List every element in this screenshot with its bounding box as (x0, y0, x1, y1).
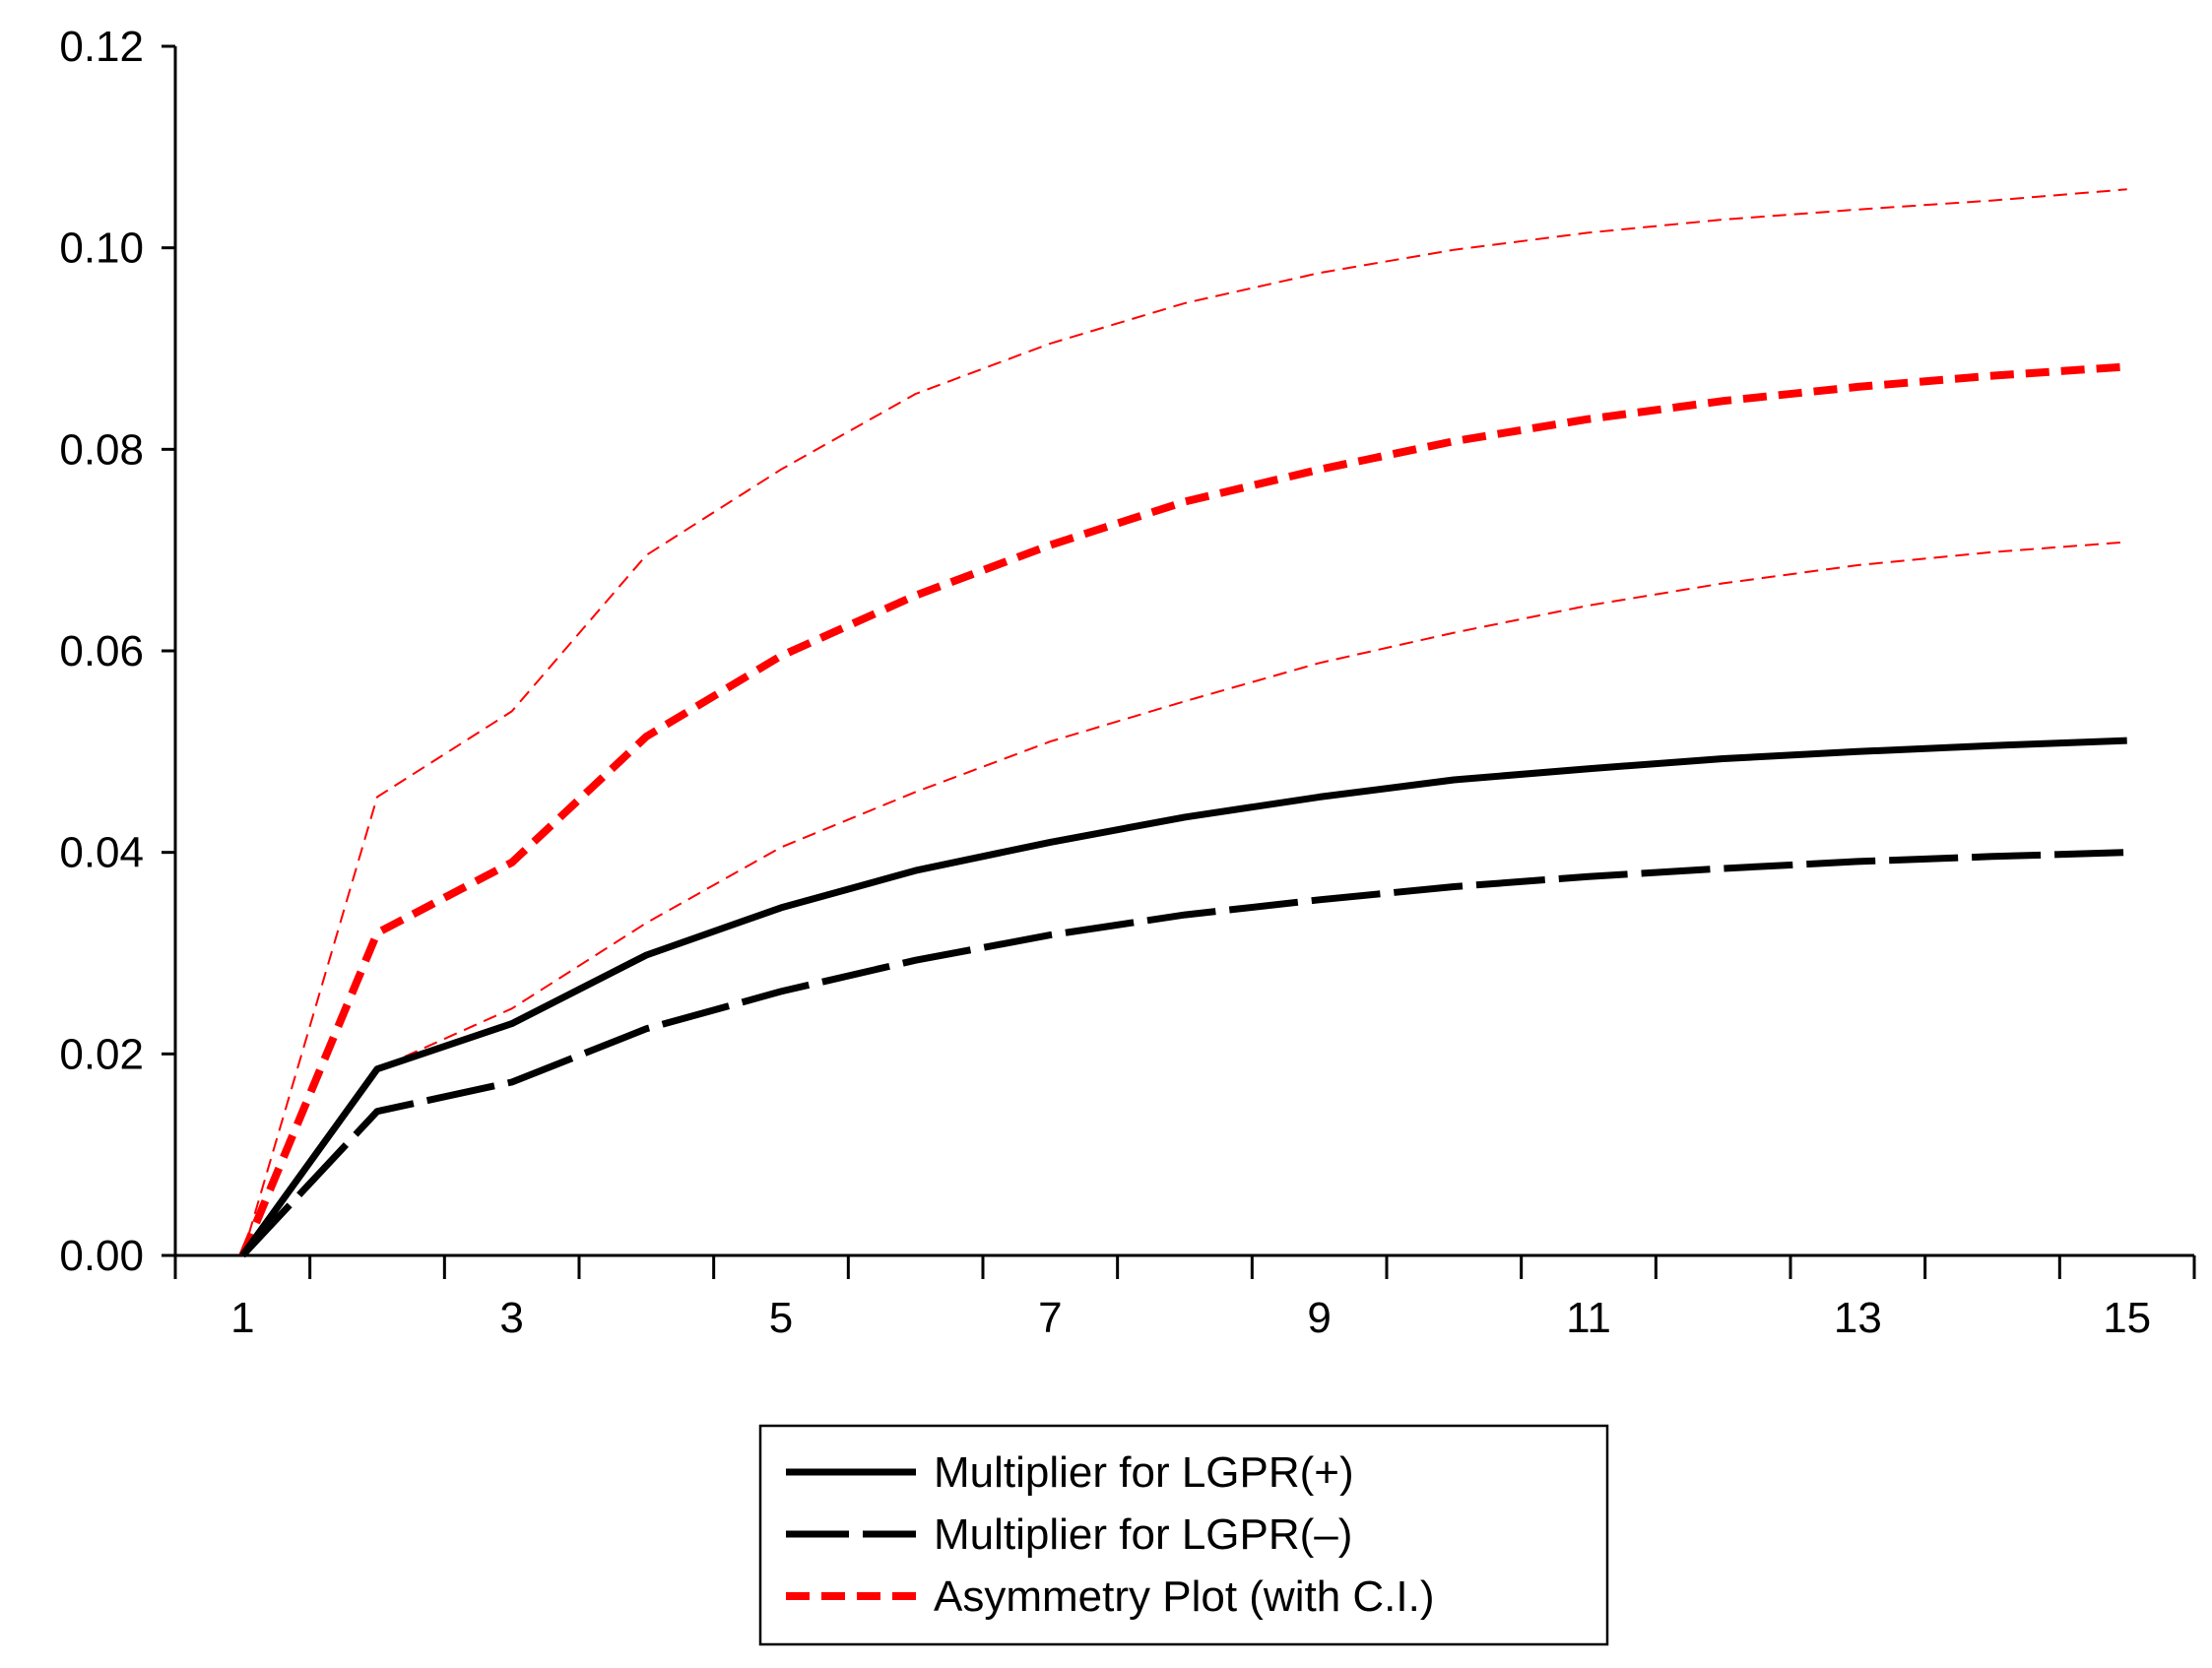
x-tick-label: 3 (499, 1294, 523, 1342)
legend-item-negative: Multiplier for LGPR(–) (786, 1510, 1352, 1559)
legend: Multiplier for LGPR(+) Multiplier for LG… (758, 1424, 1609, 1646)
y-tick-label: 0.10 (59, 225, 144, 273)
series-line-positive (239, 737, 2127, 1258)
x-tick-label: 15 (2103, 1294, 2151, 1342)
series-line-ci_upper (241, 188, 2127, 1256)
x-tick-label: 9 (1307, 1294, 1331, 1342)
legend-label: Asymmetry Plot (with C.I.) (934, 1572, 1435, 1621)
x-tick-label: 5 (769, 1294, 793, 1342)
series-line-ci_lower (241, 541, 2127, 1256)
x-axis-ticks: 1 3 5 7 9 11 13 15 (173, 1255, 2196, 1342)
series-layer (238, 188, 2127, 1258)
x-tick-label: 11 (1566, 1294, 1611, 1342)
series-line-negative (239, 849, 2127, 1258)
y-tick-label: 0.00 (59, 1232, 144, 1280)
legend-label: Multiplier for LGPR(+) (934, 1448, 1354, 1497)
y-tick-label: 0.08 (59, 425, 144, 474)
x-tick-label: 1 (230, 1294, 254, 1342)
plot-area: 0.000.020.040.060.080.100.12 1 3 5 7 9 11 13 15 (59, 23, 2196, 1342)
y-axis-ticks: 0.00 0.02 0.04 0.06 0.08 0.10 0.12 (59, 23, 175, 1280)
x-tick-label: 13 (1834, 1294, 1882, 1342)
y-tick-label: 0.02 (59, 1030, 144, 1078)
legend-label: Multiplier for LGPR(–) (934, 1510, 1352, 1559)
series-line-asymmetry (238, 362, 2127, 1257)
y-tick-label: 0.12 (59, 23, 144, 71)
legend-item-asymmetry: Asymmetry Plot (with C.I.) (786, 1572, 1435, 1621)
y-tick-label: 0.06 (59, 627, 144, 675)
x-tick-label: 7 (1038, 1294, 1062, 1342)
y-tick-label: 0.04 (59, 829, 144, 877)
legend-item-positive: Multiplier for LGPR(+) (786, 1448, 1354, 1497)
